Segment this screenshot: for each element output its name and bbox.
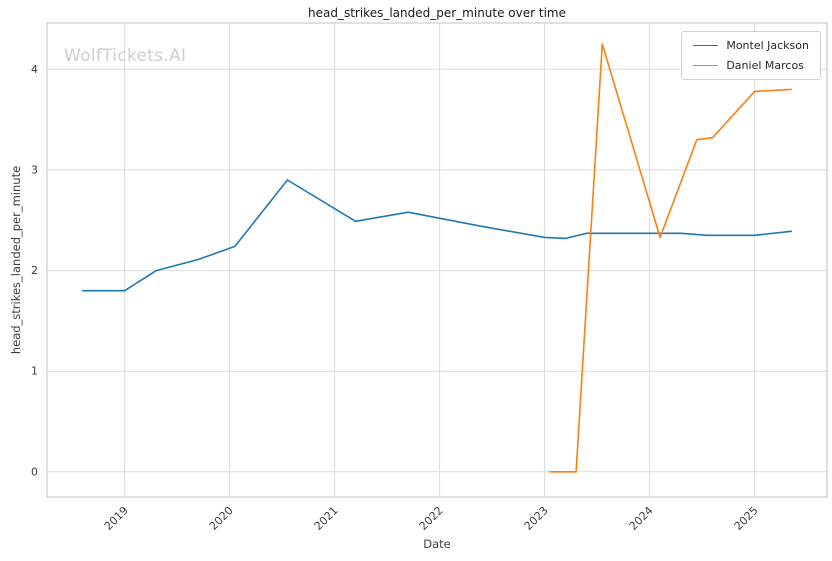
legend-entry-montel-jackson: Montel Jackson xyxy=(693,39,809,52)
x-tick-label: 2025 xyxy=(732,504,761,533)
legend: Montel Jackson Daniel Marcos xyxy=(681,31,821,80)
y-tick-label: 3 xyxy=(31,163,38,176)
y-tick-label: 4 xyxy=(31,63,38,76)
x-tick-label: 2022 xyxy=(417,504,446,533)
legend-swatch xyxy=(693,45,719,46)
x-tick-label: 2023 xyxy=(522,504,551,533)
legend-label-daniel-marcos: Daniel Marcos xyxy=(726,59,804,72)
series-line-daniel-marcos xyxy=(549,43,793,473)
x-tick-label: 2019 xyxy=(102,504,131,533)
legend-label-montel-jackson: Montel Jackson xyxy=(726,39,809,52)
watermark: WolfTickets.AI xyxy=(64,46,187,66)
x-axis-label: Date xyxy=(423,537,451,551)
y-tick-label: 1 xyxy=(31,365,38,378)
series-line-montel-jackson xyxy=(81,179,793,292)
y-axis-label: head_strikes_landed_per_minute xyxy=(9,165,23,355)
y-tick-label: 0 xyxy=(31,465,38,478)
x-tick-label: 2020 xyxy=(207,504,236,533)
plot-frame xyxy=(46,22,828,498)
x-tick-label: 2021 xyxy=(312,504,341,533)
legend-swatch xyxy=(693,65,719,66)
y-tick-label: 2 xyxy=(31,264,38,277)
chart-title: head_strikes_landed_per_minute over time xyxy=(307,6,566,20)
legend-entry-daniel-marcos: Daniel Marcos xyxy=(693,59,809,72)
x-tick-label: 2024 xyxy=(627,504,656,533)
